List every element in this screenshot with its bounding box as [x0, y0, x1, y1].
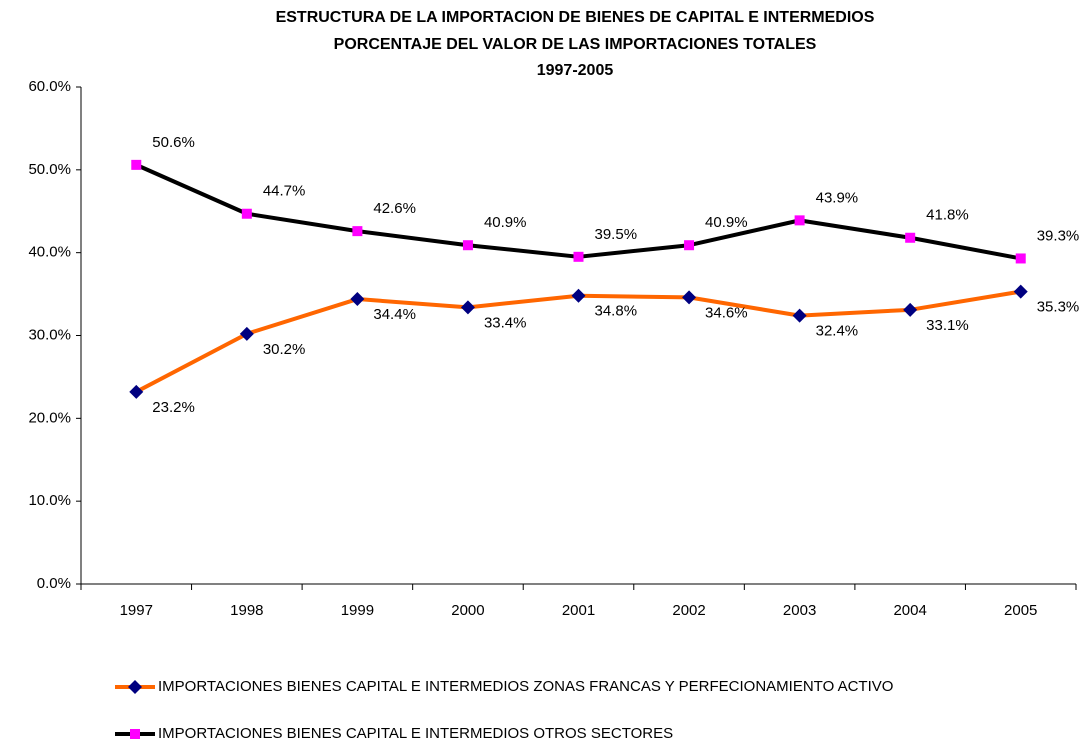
y-tick-label: 50.0%: [28, 161, 71, 178]
y-tick-label: 0.0%: [37, 575, 71, 592]
data-label: 44.7%: [263, 183, 306, 200]
x-tick-label: 2000: [451, 602, 484, 619]
point: [794, 215, 805, 226]
data-label: 33.4%: [484, 314, 527, 331]
point: [1013, 284, 1028, 299]
x-tick-label: 1997: [120, 602, 153, 619]
data-label: 39.5%: [595, 226, 638, 243]
y-tick-label: 60.0%: [28, 78, 71, 95]
data-label: 41.8%: [926, 207, 969, 224]
x-tick-label: 2001: [562, 602, 595, 619]
y-tick-label: 30.0%: [28, 326, 71, 343]
data-label: 35.3%: [1037, 299, 1080, 316]
data-label: 39.3%: [1037, 227, 1080, 244]
x-tick-label: 1999: [341, 602, 374, 619]
legend-label: IMPORTACIONES BIENES CAPITAL E INTERMEDI…: [158, 678, 893, 695]
point: [241, 208, 252, 219]
x-tick-label: 1998: [230, 602, 263, 619]
data-label: 33.1%: [926, 317, 969, 334]
data-label: 34.6%: [705, 304, 748, 321]
point: [131, 159, 142, 170]
point: [460, 300, 475, 315]
data-label: 40.9%: [705, 214, 748, 231]
series-line: [135, 163, 1022, 261]
legend-marker: [130, 729, 140, 739]
data-label: 34.4%: [373, 306, 416, 323]
x-tick-label: 2002: [672, 602, 705, 619]
legend-marker: [128, 680, 142, 694]
data-label: 50.6%: [152, 134, 195, 151]
point: [903, 302, 918, 317]
point: [1015, 253, 1026, 264]
point: [792, 308, 807, 323]
point: [350, 292, 365, 307]
chart-title: ESTRUCTURA DE LA IMPORTACION DE BIENES D…: [276, 9, 875, 26]
data-label: 42.6%: [373, 200, 416, 217]
point: [352, 226, 363, 237]
x-tick-label: 2003: [783, 602, 816, 619]
y-tick-label: 10.0%: [28, 492, 71, 509]
data-label: 30.2%: [263, 341, 306, 358]
point: [571, 288, 586, 303]
point: [573, 251, 584, 262]
data-label: 23.2%: [152, 399, 195, 416]
chart-title: PORCENTAJE DEL VALOR DE LAS IMPORTACIONE…: [334, 36, 817, 53]
point: [905, 232, 916, 243]
x-tick-label: 2004: [893, 602, 926, 619]
x-tick-label: 2005: [1004, 602, 1037, 619]
data-label: 34.8%: [595, 303, 638, 320]
chart-title: 1997-2005: [537, 62, 614, 79]
legend-label: IMPORTACIONES BIENES CAPITAL E INTERMEDI…: [158, 725, 673, 742]
data-label: 43.9%: [816, 189, 859, 206]
point: [129, 384, 144, 399]
point: [239, 326, 254, 341]
data-label: 32.4%: [816, 323, 859, 340]
point: [682, 290, 697, 305]
y-tick-label: 40.0%: [28, 244, 71, 261]
data-label: 40.9%: [484, 214, 527, 231]
y-tick-label: 20.0%: [28, 409, 71, 426]
point: [462, 240, 473, 251]
point: [684, 240, 695, 251]
